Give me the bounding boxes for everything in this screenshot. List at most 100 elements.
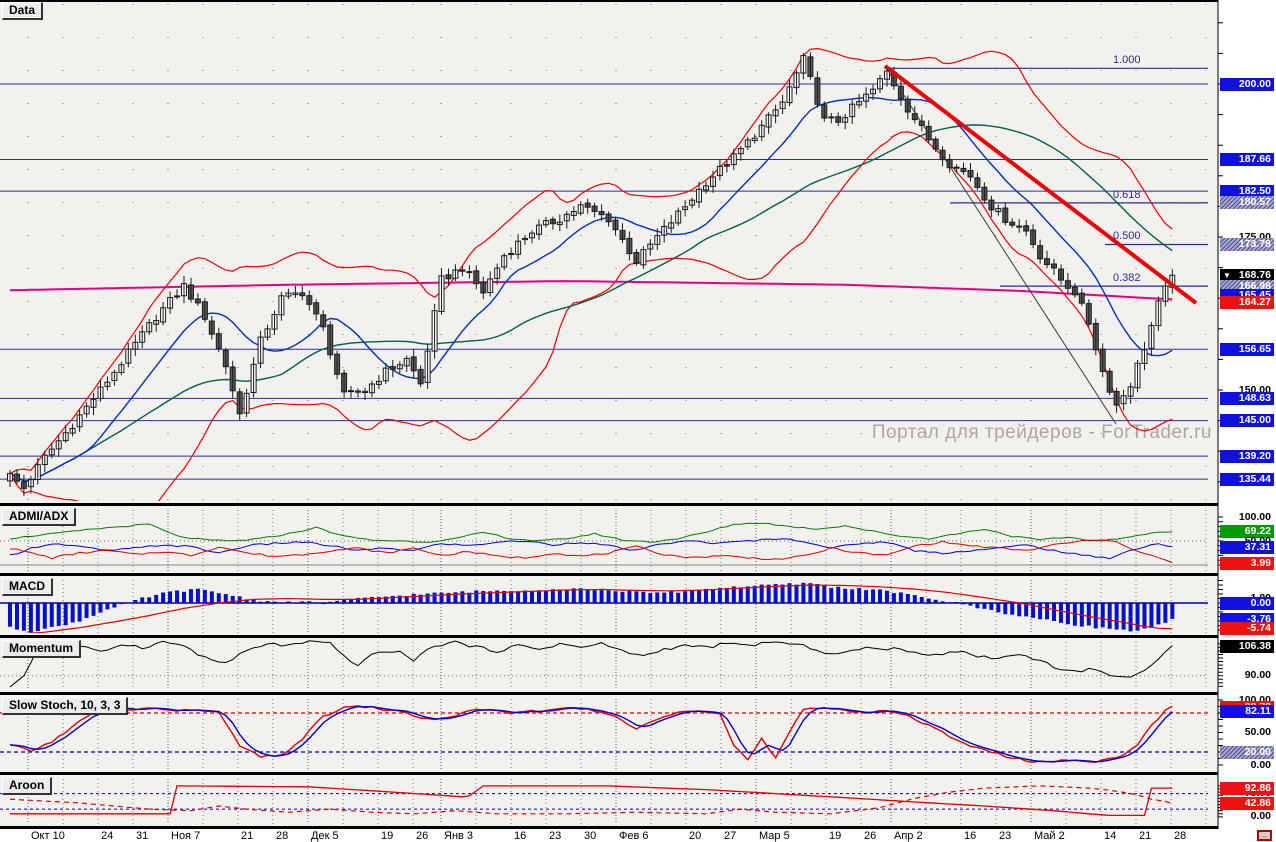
time-axis-label: Апр 2 bbox=[894, 830, 923, 842]
time-axis-label: 26 bbox=[416, 830, 429, 842]
time-axis-label: 31 bbox=[136, 830, 149, 842]
macd-axis-label: -5.74 bbox=[1220, 622, 1274, 636]
candlesticks bbox=[7, 52, 1176, 496]
macd-axis-label: 0.00 bbox=[1220, 596, 1274, 610]
fib-label-0.500: 0.500 bbox=[1113, 230, 1141, 243]
time-axis-label: 14 bbox=[1104, 830, 1117, 842]
panel-separator bbox=[0, 772, 1276, 775]
price-axis-label: 187.66 bbox=[1220, 153, 1274, 166]
aroon-series bbox=[0, 785, 1208, 817]
time-axis-label: 19 bbox=[381, 830, 394, 842]
price-axis-label: 200.00 bbox=[1220, 77, 1274, 91]
watermark: Портал для трейдеров - ForTrader.ru bbox=[871, 422, 1212, 443]
fib-label-1.000: 1.000 bbox=[1113, 54, 1141, 67]
price-axis-label: 182.50 bbox=[1220, 184, 1274, 198]
panel-separator bbox=[0, 635, 1276, 638]
panel-tab-momentum[interactable]: Momentum bbox=[2, 640, 81, 658]
aroon-down-line bbox=[9, 785, 1173, 815]
stoch-axis-label: 0.00 bbox=[1250, 758, 1271, 771]
price-axis-label: 156.65 bbox=[1220, 342, 1274, 356]
momentum-axis-label: 106.38 bbox=[1220, 640, 1274, 654]
price-axis-label: 180.57 bbox=[1220, 196, 1274, 210]
panel-tab-slow-stoch[interactable]: Slow Stoch, 10, 3, 3 bbox=[2, 697, 129, 715]
panel-separator bbox=[0, 826, 1276, 829]
adx-axis-label: 100.00 bbox=[1238, 510, 1271, 523]
panel-separator bbox=[0, 503, 1276, 506]
top-border bbox=[0, 0, 1276, 2]
time-axis-label: 24 bbox=[101, 830, 114, 842]
aroon-axis-label: 0.00 bbox=[1250, 810, 1271, 823]
slow-ma-line bbox=[9, 124, 1173, 482]
time-axis-label: Мар 5 bbox=[759, 830, 790, 842]
price-axis-label: 135.44 bbox=[1220, 472, 1274, 486]
stoch-k-line bbox=[9, 705, 1173, 764]
panel-tab-aroon[interactable]: Aroon bbox=[2, 777, 53, 795]
time-axis-label: 27 bbox=[724, 830, 737, 842]
time-axis-label: 19 bbox=[829, 830, 842, 842]
bollinger-upper bbox=[9, 47, 1173, 475]
time-axis[interactable] bbox=[0, 829, 1276, 842]
time-axis-label: Ноя 7 bbox=[171, 830, 201, 842]
price-axis-label: 145.00 bbox=[1220, 414, 1274, 428]
panel-separator bbox=[0, 573, 1276, 576]
trendline-thick-red bbox=[883, 64, 1198, 305]
panel-tab-data[interactable]: Data bbox=[2, 2, 44, 20]
price-axis-label: 164.27 bbox=[1220, 296, 1274, 310]
aroon-axis-label: 42.86 bbox=[1220, 797, 1274, 811]
price-axis-label: ▼ 168.76 bbox=[1220, 268, 1274, 282]
momentum-axis-label: 90.00 bbox=[1244, 669, 1271, 682]
price-series bbox=[7, 47, 1198, 501]
fib-label-0.382: 0.382 bbox=[1113, 272, 1141, 285]
price-axis-label: 148.63 bbox=[1220, 391, 1274, 405]
time-axis-label: Фев 6 bbox=[619, 830, 649, 842]
time-axis-label: 16 bbox=[964, 830, 977, 842]
bollinger-lower bbox=[9, 131, 1173, 501]
scroll-right-icon[interactable]: → bbox=[1257, 830, 1272, 841]
time-axis-label: 20 bbox=[689, 830, 702, 842]
time-axis-label: 21 bbox=[1139, 830, 1152, 842]
time-axis-label: 28 bbox=[1174, 830, 1187, 842]
time-axis-label: 23 bbox=[549, 830, 562, 842]
trendline-thin-black bbox=[884, 65, 1117, 425]
momentum-line bbox=[9, 640, 1173, 688]
price-axis-label: 139.20 bbox=[1220, 449, 1274, 463]
candle-wicks bbox=[9, 52, 1173, 496]
adx-line bbox=[9, 522, 1173, 543]
time-axis-label: Май 2 bbox=[1034, 830, 1065, 842]
time-axis-label: 28 bbox=[276, 830, 289, 842]
down-triangle-icon: ▼ bbox=[1223, 270, 1231, 280]
panel-separator bbox=[0, 692, 1276, 695]
grid bbox=[27, 4, 1207, 824]
time-axis-label: 26 bbox=[864, 830, 877, 842]
adx-axis-label: 69.22 bbox=[1220, 525, 1274, 539]
momentum-series bbox=[0, 640, 1208, 688]
stoch-axis-label: 82.11 bbox=[1220, 705, 1274, 719]
time-axis-label: 16 bbox=[514, 830, 527, 842]
time-axis-label: Дек 5 bbox=[311, 830, 339, 842]
stoch-axis-label: 20.00 bbox=[1220, 745, 1274, 759]
adx-axis-label: 37.31 bbox=[1220, 540, 1274, 554]
adx-series bbox=[0, 522, 1208, 566]
macd-signal-line bbox=[23, 584, 1173, 633]
macd-series bbox=[0, 582, 1208, 633]
panel-tab-admi-adx[interactable]: ADMI/ADX bbox=[2, 508, 77, 526]
stochastic-series bbox=[0, 705, 1208, 764]
adx-axis-label: 3.99 bbox=[1220, 556, 1274, 570]
di-minus-line bbox=[10, 539, 1173, 564]
price-axis-label: 173.78 bbox=[1220, 238, 1274, 251]
time-axis-label: 30 bbox=[584, 830, 597, 842]
time-axis-label: Окт 10 bbox=[31, 830, 65, 842]
time-axis-label: 23 bbox=[999, 830, 1012, 842]
stoch-axis-label: 50.00 bbox=[1244, 726, 1271, 738]
stoch-d-line bbox=[9, 705, 1173, 763]
time-axis-label: 21 bbox=[241, 830, 254, 842]
long-ma-line bbox=[9, 280, 1173, 301]
aroon-up-line bbox=[10, 785, 1173, 817]
di-plus-line bbox=[9, 538, 1173, 560]
panel-tab-macd[interactable]: MACD bbox=[2, 578, 53, 596]
support-resistance-lines bbox=[0, 83, 1208, 480]
time-axis-label: Янв 3 bbox=[444, 830, 474, 842]
aroon-axis-label: 92.86 bbox=[1220, 781, 1274, 795]
